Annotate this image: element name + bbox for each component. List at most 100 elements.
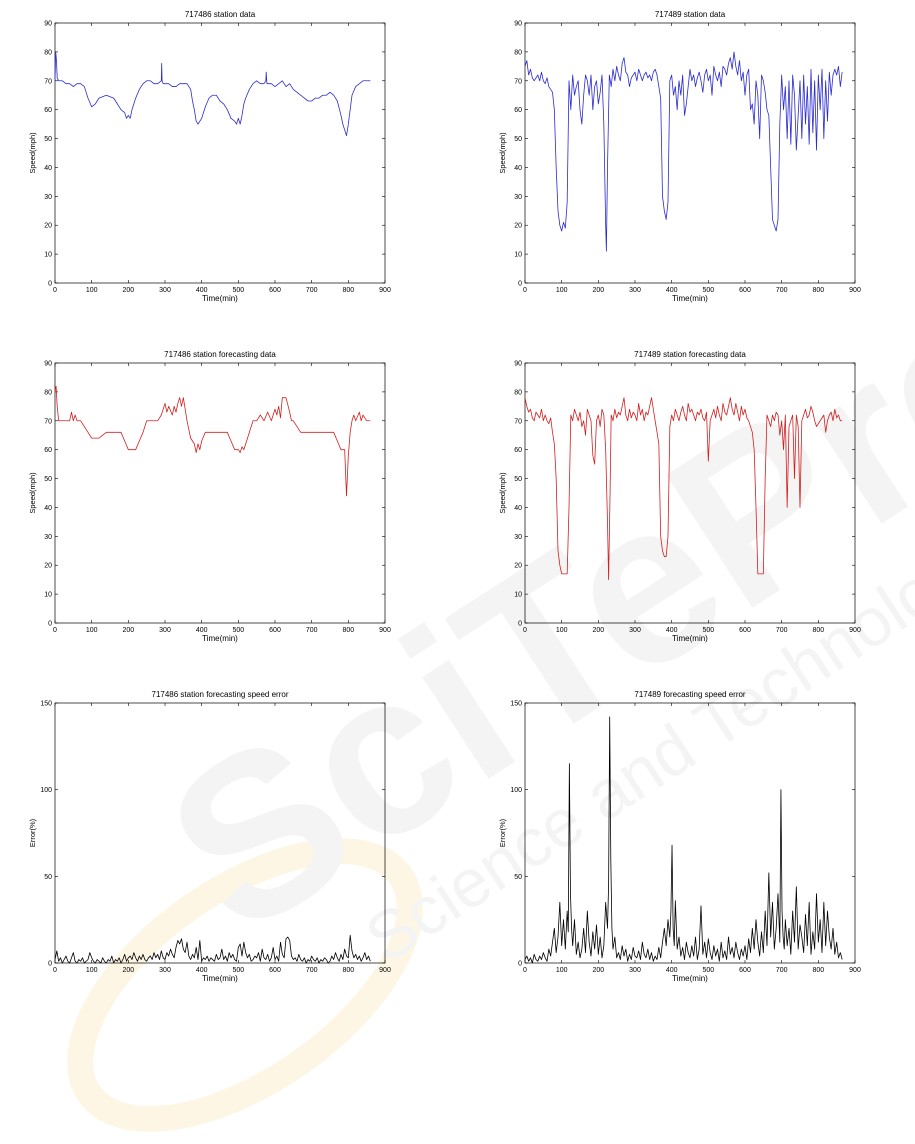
x-tick-label: 0 — [53, 627, 57, 634]
x-tick-label: 0 — [53, 967, 57, 974]
y-tick-label: 40 — [514, 505, 522, 512]
x-tick-label: 600 — [739, 967, 751, 974]
series-line-0 — [54, 51, 371, 137]
x-tick-label: 500 — [232, 967, 244, 974]
x-tick-label: 100 — [556, 287, 568, 294]
chart-717489-forecasting-data: 717489 station forecasting data 0 100 200 30… — [490, 345, 880, 665]
y-axis-label: Speed(mph) — [28, 132, 37, 174]
chart-717486-forecasting-error: 717486 station forecasting speed error 0 1… — [20, 685, 410, 1005]
y-tick-label: 40 — [514, 165, 522, 172]
chart-title: 717489 station forecasting data — [634, 350, 746, 359]
y-tick-label: 10 — [44, 252, 52, 259]
x-tick-label: 800 — [342, 627, 354, 634]
y-tick-label: 60 — [514, 447, 522, 454]
x-tick-label: 300 — [629, 287, 641, 294]
chart-title: 717489 forecasting speed error — [634, 690, 746, 699]
y-tick-label: 80 — [514, 49, 522, 56]
x-tick-label: 300 — [629, 627, 641, 634]
series-line-0 — [524, 397, 843, 581]
y-tick-label: 80 — [44, 49, 52, 56]
y-tick-label: 0 — [518, 961, 522, 968]
x-tick-label: 500 — [702, 287, 714, 294]
chart-717489-station-data: 717489 station data 0 100 200 300 400 500 600 70… — [490, 5, 880, 325]
chart-title: 717486 station data — [185, 10, 256, 19]
series-line-0 — [54, 385, 371, 497]
x-tick-label: 0 — [523, 627, 527, 634]
y-tick-label: 150 — [40, 701, 52, 708]
chart-717486-forecasting-data: 717486 station forecasting data 0 100 200 30… — [20, 345, 410, 665]
x-tick-label: 800 — [812, 287, 824, 294]
x-tick-label: 0 — [523, 967, 527, 974]
x-tick-label: 700 — [776, 627, 788, 634]
x-tick-label: 200 — [592, 287, 604, 294]
y-tick-label: 70 — [44, 78, 52, 85]
y-axis-label: Speed(mph) — [498, 132, 507, 174]
y-tick-label: 10 — [514, 592, 522, 599]
x-tick-label: 100 — [556, 967, 568, 974]
x-tick-label: 300 — [629, 967, 641, 974]
x-tick-label: 700 — [306, 627, 318, 634]
x-tick-label: 800 — [342, 287, 354, 294]
x-tick-label: 900 — [379, 967, 391, 974]
x-tick-label: 500 — [232, 287, 244, 294]
plot-frame — [54, 22, 386, 284]
plot-frame — [524, 362, 856, 624]
x-tick-label: 900 — [849, 967, 861, 974]
y-axis-label: Speed(mph) — [28, 472, 37, 514]
x-tick-label: 400 — [666, 287, 678, 294]
x-tick-label: 200 — [122, 627, 134, 634]
plot-frame — [524, 22, 856, 284]
x-tick-label: 500 — [702, 627, 714, 634]
x-tick-label: 900 — [379, 627, 391, 634]
x-tick-label: 600 — [269, 967, 281, 974]
x-tick-label: 100 — [86, 287, 98, 294]
y-tick-label: 30 — [44, 194, 52, 201]
x-tick-label: 200 — [122, 967, 134, 974]
x-tick-label: 400 — [666, 967, 678, 974]
x-tick-label: 800 — [342, 967, 354, 974]
x-tick-label: 500 — [702, 967, 714, 974]
y-axis-label: Error(%) — [498, 818, 507, 847]
x-axis-label: Time(min) — [672, 974, 708, 983]
x-tick-label: 600 — [739, 287, 751, 294]
series-line-0 — [524, 51, 843, 252]
chart-717486-station-data: 717486 station data 0 100 200 300 400 500 600 70… — [20, 5, 410, 325]
y-tick-label: 90 — [44, 361, 52, 368]
x-tick-label: 300 — [159, 627, 171, 634]
series-line-0 — [54, 934, 371, 964]
y-tick-label: 80 — [514, 389, 522, 396]
y-tick-label: 30 — [44, 534, 52, 541]
y-tick-label: 90 — [514, 21, 522, 28]
y-tick-label: 60 — [514, 107, 522, 114]
x-tick-label: 400 — [196, 627, 208, 634]
x-tick-label: 900 — [849, 627, 861, 634]
y-tick-label: 80 — [44, 389, 52, 396]
y-tick-label: 0 — [518, 621, 522, 628]
chart-717489-forecasting-error: 717489 forecasting speed error 0 100 200 300… — [490, 685, 880, 1005]
x-tick-label: 400 — [196, 967, 208, 974]
x-tick-label: 700 — [776, 967, 788, 974]
x-tick-label: 800 — [812, 967, 824, 974]
x-tick-label: 700 — [306, 967, 318, 974]
x-tick-label: 900 — [849, 287, 861, 294]
x-tick-label: 200 — [122, 287, 134, 294]
y-tick-label: 20 — [44, 223, 52, 230]
x-tick-label: 300 — [159, 967, 171, 974]
x-tick-label: 200 — [592, 627, 604, 634]
y-axis-label: Error(%) — [28, 818, 37, 847]
chart-svg: 717486 station forecasting speed error 0 1… — [28, 690, 391, 983]
x-tick-label: 600 — [269, 287, 281, 294]
y-tick-label: 150 — [510, 701, 522, 708]
x-tick-label: 400 — [196, 287, 208, 294]
x-axis-label: Time(min) — [202, 634, 238, 643]
y-axis-label: Speed(mph) — [498, 472, 507, 514]
y-tick-label: 20 — [514, 223, 522, 230]
y-tick-label: 70 — [514, 418, 522, 425]
y-tick-label: 0 — [518, 281, 522, 288]
y-tick-label: 90 — [514, 361, 522, 368]
plot-frame — [524, 702, 856, 964]
x-tick-label: 200 — [592, 967, 604, 974]
